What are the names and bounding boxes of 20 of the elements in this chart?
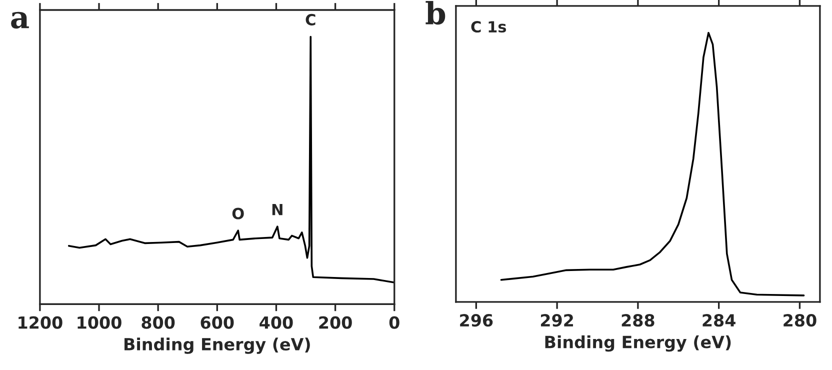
chart-title: a (11, 12, 29, 29)
x-tick-label: 296 (460, 314, 493, 327)
x-tick-label: 600 (200, 316, 234, 329)
x-tick-label: 400 (260, 316, 293, 329)
x-tick-label: 200 (319, 316, 352, 329)
x-tick-label: 280 (784, 314, 816, 327)
annotation: O (232, 208, 244, 220)
x-tick-label: 284 (702, 314, 736, 327)
x-tick-label: 1200 (18, 316, 62, 329)
text: C 1s (471, 20, 506, 33)
x-tick-label: 292 (540, 314, 573, 327)
annotation: C (306, 14, 316, 26)
chart-title: b (426, 1, 446, 25)
x-tick-label: 1000 (78, 316, 122, 329)
x-tick-label: 288 (622, 314, 654, 327)
x-axis-title: Binding Energy (eV) (545, 335, 731, 352)
x-axis-title: Binding Energy (eV) (124, 338, 310, 354)
x-tick-label: 800 (142, 316, 175, 329)
x-tick-label: 0 (389, 316, 400, 329)
annotation: N (272, 204, 282, 216)
